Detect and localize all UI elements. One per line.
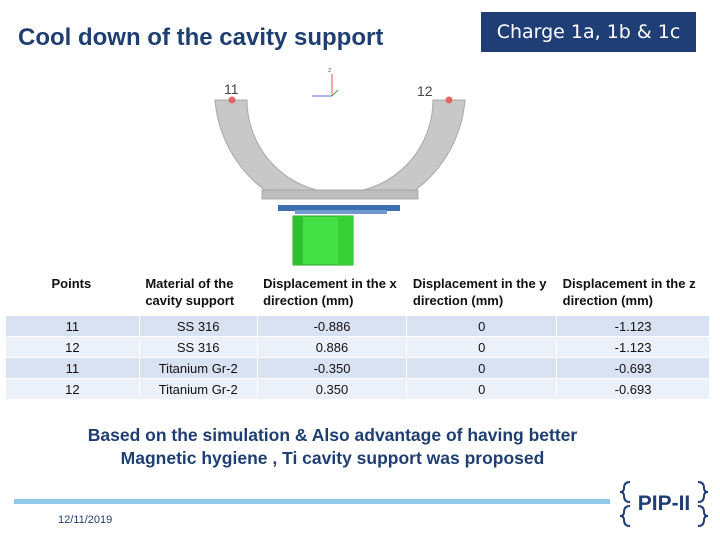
cell-disp-z: -1.123: [556, 315, 710, 337]
slide-date: 12/11/2019: [58, 514, 113, 526]
cell-disp-y: 0: [406, 357, 558, 379]
point-12-label: 12: [417, 83, 433, 99]
point-11-marker: [228, 96, 236, 104]
table-row: 12 SS 316 0.886 0 -1.123: [5, 336, 710, 358]
cylinder-shade: [293, 216, 303, 265]
point-11-label: 11: [224, 81, 239, 97]
cell-disp-x: -0.886: [256, 315, 408, 337]
cell-material: SS 316: [138, 336, 258, 358]
header-disp-x: Displacement in the x direction (mm): [263, 276, 397, 308]
cell-disp-y: 0: [406, 315, 558, 337]
svg-text:Z: Z: [328, 68, 332, 74]
top-plate: [278, 205, 400, 211]
cell-disp-z: -0.693: [556, 378, 710, 400]
top-plate-highlight: [295, 210, 387, 214]
table-row: 11 SS 316 -0.886 0 -1.123: [5, 315, 710, 337]
footer-bar: [14, 499, 610, 504]
cell-point: 12: [5, 336, 140, 358]
conclusion-text: Based on the simulation & Also advantage…: [20, 424, 645, 470]
cell-disp-y: 0: [406, 336, 558, 358]
cavity-support-diagram: Z 11 12: [214, 68, 466, 266]
header-points: Points: [51, 276, 92, 291]
u-shaped-support: [214, 99, 466, 198]
cell-point: 11: [5, 315, 140, 337]
conclusion-line-1: Based on the simulation & Also advantage…: [87, 425, 578, 445]
logo-text: PIP-II: [638, 492, 691, 515]
cylinder-shade-right: [338, 216, 353, 265]
table-row: 12 Titanium Gr-2 0.350 0 -0.693: [5, 378, 710, 400]
cell-material: Titanium Gr-2: [138, 378, 258, 400]
conclusion-line-2: Magnetic hygiene , Ti cavity support was…: [120, 448, 545, 468]
header-disp-y: Displacement in the y direction (mm): [412, 276, 547, 308]
charge-label: Charge 1a, 1b & 1c: [481, 12, 696, 52]
header-material: Material of the cavity support: [145, 276, 235, 308]
pip-ii-logo: PIP-II: [619, 481, 709, 527]
header-disp-z: Displacement in the z direction (mm): [562, 276, 696, 308]
cell-disp-x: 0.350: [256, 378, 408, 400]
cell-disp-x: -0.350: [256, 357, 408, 379]
point-12-marker: [445, 96, 453, 104]
cell-material: SS 316: [138, 315, 258, 337]
cell-disp-z: -1.123: [556, 336, 710, 358]
axis-triad-icon: Z: [312, 68, 339, 97]
cell-disp-x: 0.886: [256, 336, 408, 358]
displacement-table: Points Material of the cavity support Di…: [5, 273, 710, 400]
cell-disp-y: 0: [406, 378, 558, 400]
cell-material: Titanium Gr-2: [138, 357, 258, 379]
cell-point: 11: [5, 357, 140, 379]
cell-point: 12: [5, 378, 140, 400]
cell-disp-z: -0.693: [556, 357, 710, 379]
table-header-row: Points Material of the cavity support Di…: [6, 273, 710, 316]
support-base: [261, 189, 419, 200]
table-row: 11 Titanium Gr-2 -0.350 0 -0.693: [5, 357, 710, 379]
slide-title: Cool down of the cavity support: [18, 24, 384, 51]
